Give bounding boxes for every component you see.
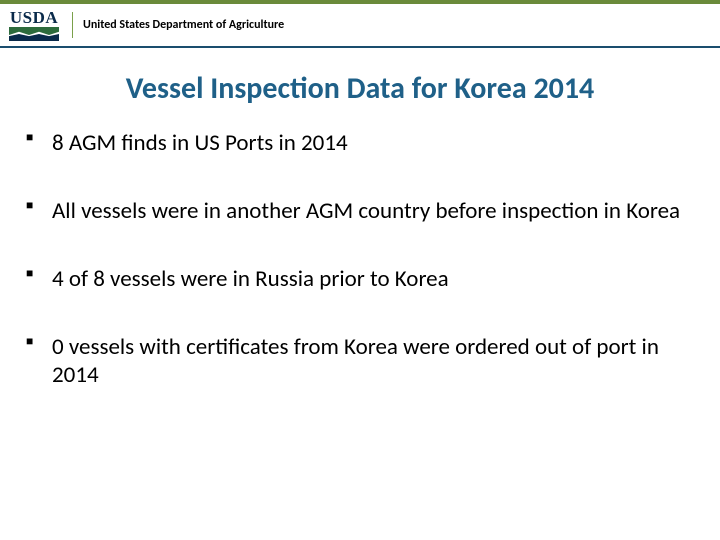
- usda-field-icon: [9, 27, 59, 35]
- bullet-item: All vessels were in another AGM country …: [52, 197, 694, 225]
- usda-wave-icon: [9, 34, 59, 41]
- logo-block: USDA United States Department of Agricul…: [6, 9, 284, 41]
- bullet-item: 0 vessels with certificates from Korea w…: [52, 333, 694, 389]
- usda-logo-text: USDA: [10, 9, 58, 26]
- slide-title: Vessel Inspection Data for Korea 2014: [0, 70, 720, 107]
- usda-logo-graphic: [9, 27, 59, 41]
- bullet-list: 8 AGM finds in US Ports in 2014 All vess…: [0, 129, 720, 389]
- department-label: United States Department of Agriculture: [72, 12, 284, 38]
- bullet-item: 8 AGM finds in US Ports in 2014: [52, 129, 694, 157]
- bullet-item: 4 of 8 vessels were in Russia prior to K…: [52, 265, 694, 293]
- usda-logo: USDA: [6, 9, 62, 41]
- header-band: USDA United States Department of Agricul…: [0, 0, 720, 48]
